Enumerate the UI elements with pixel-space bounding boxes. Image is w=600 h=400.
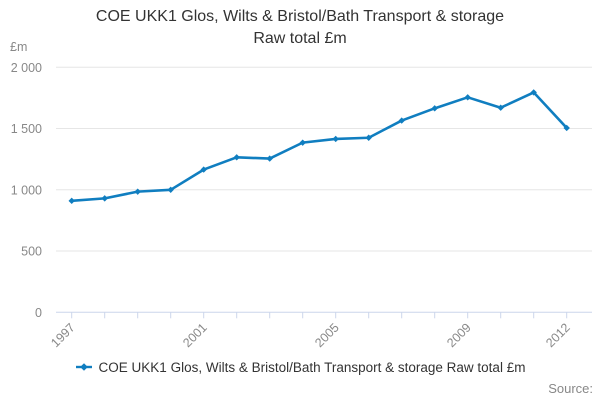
legend-marker-icon xyxy=(75,363,92,371)
data-point-marker[interactable] xyxy=(530,89,537,96)
legend-label: COE UKK1 Glos, Wilts & Bristol/Bath Tran… xyxy=(98,359,526,375)
data-point-marker[interactable] xyxy=(134,188,141,195)
y-axis-tick-label: 1 000 xyxy=(11,183,42,197)
data-point-marker[interactable] xyxy=(563,124,570,132)
chart-title-line-2: Raw total £m xyxy=(253,30,347,47)
x-axis-tick-label: 1997 xyxy=(48,320,78,350)
data-point-marker[interactable] xyxy=(464,94,471,101)
x-axis-tick-label: 2005 xyxy=(312,320,342,350)
data-point-marker[interactable] xyxy=(497,104,504,111)
data-point-marker[interactable] xyxy=(431,105,438,112)
data-point-marker[interactable] xyxy=(101,195,108,202)
y-axis-tick-label: 2 000 xyxy=(11,61,42,75)
data-point-marker[interactable] xyxy=(365,134,372,141)
line-chart-plot: £m 0 500 1 000 1 500 2 000 1997 2001 2005 2009 20… xyxy=(10,40,592,350)
legend-item[interactable]: COE UKK1 Glos, Wilts & Bristol/Bath Tran… xyxy=(75,359,526,375)
y-axis-unit-label: £m xyxy=(10,40,27,54)
y-axis-tick-label: 0 xyxy=(35,306,42,320)
data-point-marker[interactable] xyxy=(299,139,306,146)
axes-layer: 0 500 1 000 1 500 2 000 1997 2001 2005 2009 2012 xyxy=(11,61,592,350)
y-axis-tick-label: 500 xyxy=(21,245,42,259)
gridlines-layer xyxy=(56,66,592,252)
source-label: Source: xyxy=(548,381,593,396)
data-series-layer[interactable] xyxy=(68,89,570,205)
data-point-marker[interactable] xyxy=(68,197,75,205)
legend: COE UKK1 Glos, Wilts & Bristol/Bath Tran… xyxy=(0,358,600,376)
data-point-marker[interactable] xyxy=(332,135,339,143)
data-point-marker[interactable] xyxy=(233,154,240,161)
series-line[interactable] xyxy=(71,91,568,203)
data-point-marker[interactable] xyxy=(167,186,174,193)
y-axis-tick-label: 1 500 xyxy=(11,122,42,136)
data-point-marker[interactable] xyxy=(200,166,207,173)
chart-title: COE UKK1 Glos, Wilts & Bristol/Bath Tran… xyxy=(0,6,600,50)
data-point-marker[interactable] xyxy=(266,155,273,162)
x-axis-tick-label: 2001 xyxy=(180,320,210,350)
data-point-marker[interactable] xyxy=(398,117,405,124)
chart-title-line-1: COE UKK1 Glos, Wilts & Bristol/Bath Tran… xyxy=(95,8,505,25)
x-axis-tick-label: 2012 xyxy=(543,320,573,350)
x-axis-tick-label: 2009 xyxy=(444,320,474,350)
